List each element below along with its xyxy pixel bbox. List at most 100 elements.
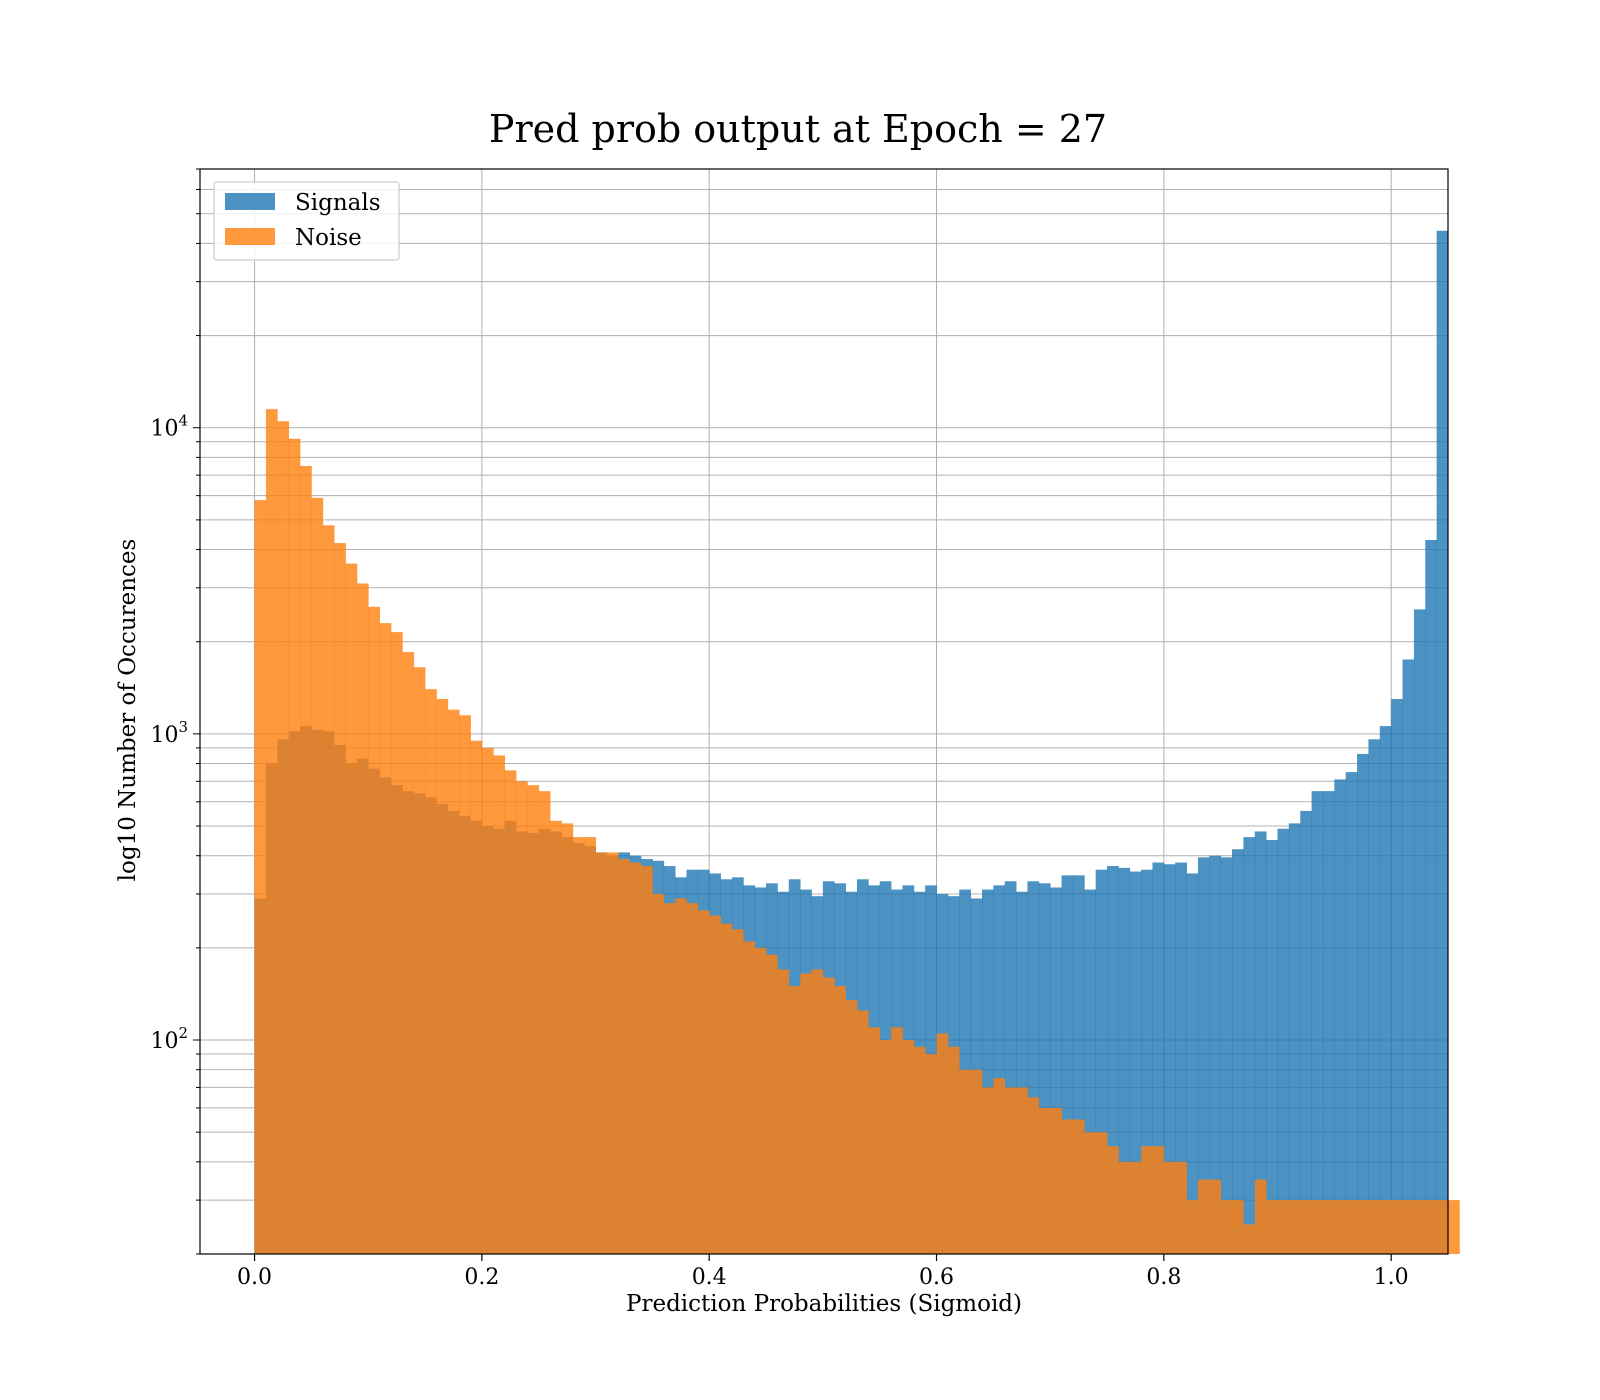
noise-bar-90 xyxy=(1277,1200,1290,1254)
signals-bar-97 xyxy=(1357,753,1369,1254)
y-axis-ticks: 102 103 104 xyxy=(150,168,200,1255)
signals-bar-65 xyxy=(993,885,1006,1254)
noise-bar-52 xyxy=(845,1000,858,1254)
signals-bar-80 xyxy=(1163,864,1176,1254)
noise-bar-86 xyxy=(1232,1200,1244,1254)
noise-bar-57 xyxy=(902,1040,915,1254)
noise-bar-48 xyxy=(800,973,812,1254)
noise-bar-9 xyxy=(356,583,369,1254)
noise-bar-58 xyxy=(913,1046,926,1254)
noise-bar-88 xyxy=(1254,1179,1267,1254)
noise-bar-84 xyxy=(1209,1179,1222,1254)
legend: Signals Noise xyxy=(213,181,400,261)
noise-bar-97 xyxy=(1357,1200,1369,1254)
noise-bar-61 xyxy=(947,1046,960,1254)
signals-bar-103 xyxy=(1425,539,1438,1254)
legend-label-signals: Signals xyxy=(295,190,381,216)
signals-bar-84 xyxy=(1209,855,1222,1254)
signals-bar-87 xyxy=(1243,837,1256,1254)
signals-bar-85 xyxy=(1220,857,1233,1254)
signals-bar-90 xyxy=(1277,828,1290,1254)
signals-bar-64 xyxy=(981,889,994,1254)
legend-swatch-signals xyxy=(225,193,275,210)
noise-bar-1 xyxy=(265,409,278,1254)
noise-bar-32 xyxy=(618,859,631,1254)
noise-bar-30 xyxy=(595,852,608,1254)
signals-bar-67 xyxy=(1016,891,1028,1254)
noise-bar-102 xyxy=(1413,1200,1426,1254)
signals-bar-68 xyxy=(1027,881,1040,1254)
signals-bar-98 xyxy=(1368,739,1381,1254)
noise-bar-7 xyxy=(334,543,346,1254)
signals-bar-70 xyxy=(1050,887,1062,1254)
noise-bar-63 xyxy=(970,1069,983,1254)
noise-bar-26 xyxy=(550,820,562,1254)
signals-bar-94 xyxy=(1322,791,1335,1254)
noise-bar-44 xyxy=(754,947,767,1254)
noise-bar-60 xyxy=(936,1033,949,1254)
noise-bar-42 xyxy=(731,929,744,1254)
noise-bar-101 xyxy=(1402,1200,1415,1254)
noise-bar-4 xyxy=(300,465,312,1254)
signals-bar-83 xyxy=(1197,857,1210,1254)
noise-bar-0 xyxy=(254,500,267,1254)
noise-bar-15 xyxy=(425,689,437,1254)
noise-bar-28 xyxy=(572,837,585,1254)
noise-bar-103 xyxy=(1425,1200,1438,1254)
noise-bar-29 xyxy=(584,837,596,1254)
signals-bar-86 xyxy=(1232,849,1244,1254)
noise-bar-47 xyxy=(788,986,801,1254)
noise-bar-75 xyxy=(1107,1146,1119,1254)
noise-bar-6 xyxy=(322,525,335,1254)
noise-bar-38 xyxy=(686,903,699,1254)
noise-bar-80 xyxy=(1163,1161,1176,1254)
noise-bar-71 xyxy=(1061,1119,1074,1254)
noise-bar-51 xyxy=(834,986,846,1254)
noise-bar-36 xyxy=(663,903,676,1254)
signals-bar-99 xyxy=(1379,726,1392,1254)
noise-bar-20 xyxy=(481,747,494,1254)
signals-bar-72 xyxy=(1072,875,1085,1254)
noise-bar-65 xyxy=(993,1078,1006,1254)
noise-bar-78 xyxy=(1141,1146,1153,1254)
noise-bar-13 xyxy=(402,652,415,1254)
noise-bar-72 xyxy=(1072,1119,1085,1254)
signals-bar-69 xyxy=(1038,883,1051,1254)
noise-bar-34 xyxy=(641,866,653,1254)
noise-bar-73 xyxy=(1084,1132,1097,1254)
noise-bar-8 xyxy=(345,563,358,1254)
x-axis-ticks: 0.0 0.2 0.4 0.6 0.8 1.0 xyxy=(237,1254,1409,1290)
noise-bar-68 xyxy=(1027,1097,1040,1254)
signals-bar-92 xyxy=(1300,810,1313,1254)
x-axis-label: Prediction Probabilities (Sigmoid) xyxy=(626,1291,1022,1317)
noise-bar-94 xyxy=(1322,1200,1335,1254)
signals-bar-96 xyxy=(1345,772,1358,1254)
signals-bar-76 xyxy=(1118,867,1131,1254)
x-tick-label-0: 0.0 xyxy=(237,1265,272,1290)
noise-bar-21 xyxy=(493,755,506,1254)
noise-bar-104 xyxy=(1436,1200,1449,1254)
noise-bar-99 xyxy=(1379,1200,1392,1254)
noise-bar-96 xyxy=(1345,1200,1358,1254)
noise-bar-64 xyxy=(981,1087,994,1254)
noise-bar-3 xyxy=(288,438,301,1254)
noise-bar-53 xyxy=(856,1010,869,1254)
noise-bar-95 xyxy=(1334,1200,1347,1254)
noise-bar-79 xyxy=(1152,1146,1165,1254)
noise-bar-10 xyxy=(368,606,380,1254)
noise-bar-69 xyxy=(1038,1107,1051,1254)
signals-bar-93 xyxy=(1311,791,1324,1254)
x-tick-label-1: 0.2 xyxy=(464,1265,499,1290)
noise-bar-62 xyxy=(959,1069,972,1254)
signals-bar-88 xyxy=(1254,831,1267,1254)
noise-bar-54 xyxy=(868,1027,881,1254)
noise-bar-105 xyxy=(1448,1200,1460,1254)
noise-bar-39 xyxy=(697,910,710,1254)
noise-bar-2 xyxy=(277,421,290,1254)
noise-bar-82 xyxy=(1186,1200,1199,1254)
x-tick-label-2: 0.4 xyxy=(692,1265,727,1290)
noise-bar-92 xyxy=(1300,1200,1313,1254)
signals-bar-66 xyxy=(1004,881,1017,1254)
plot-frame xyxy=(199,168,1449,1255)
